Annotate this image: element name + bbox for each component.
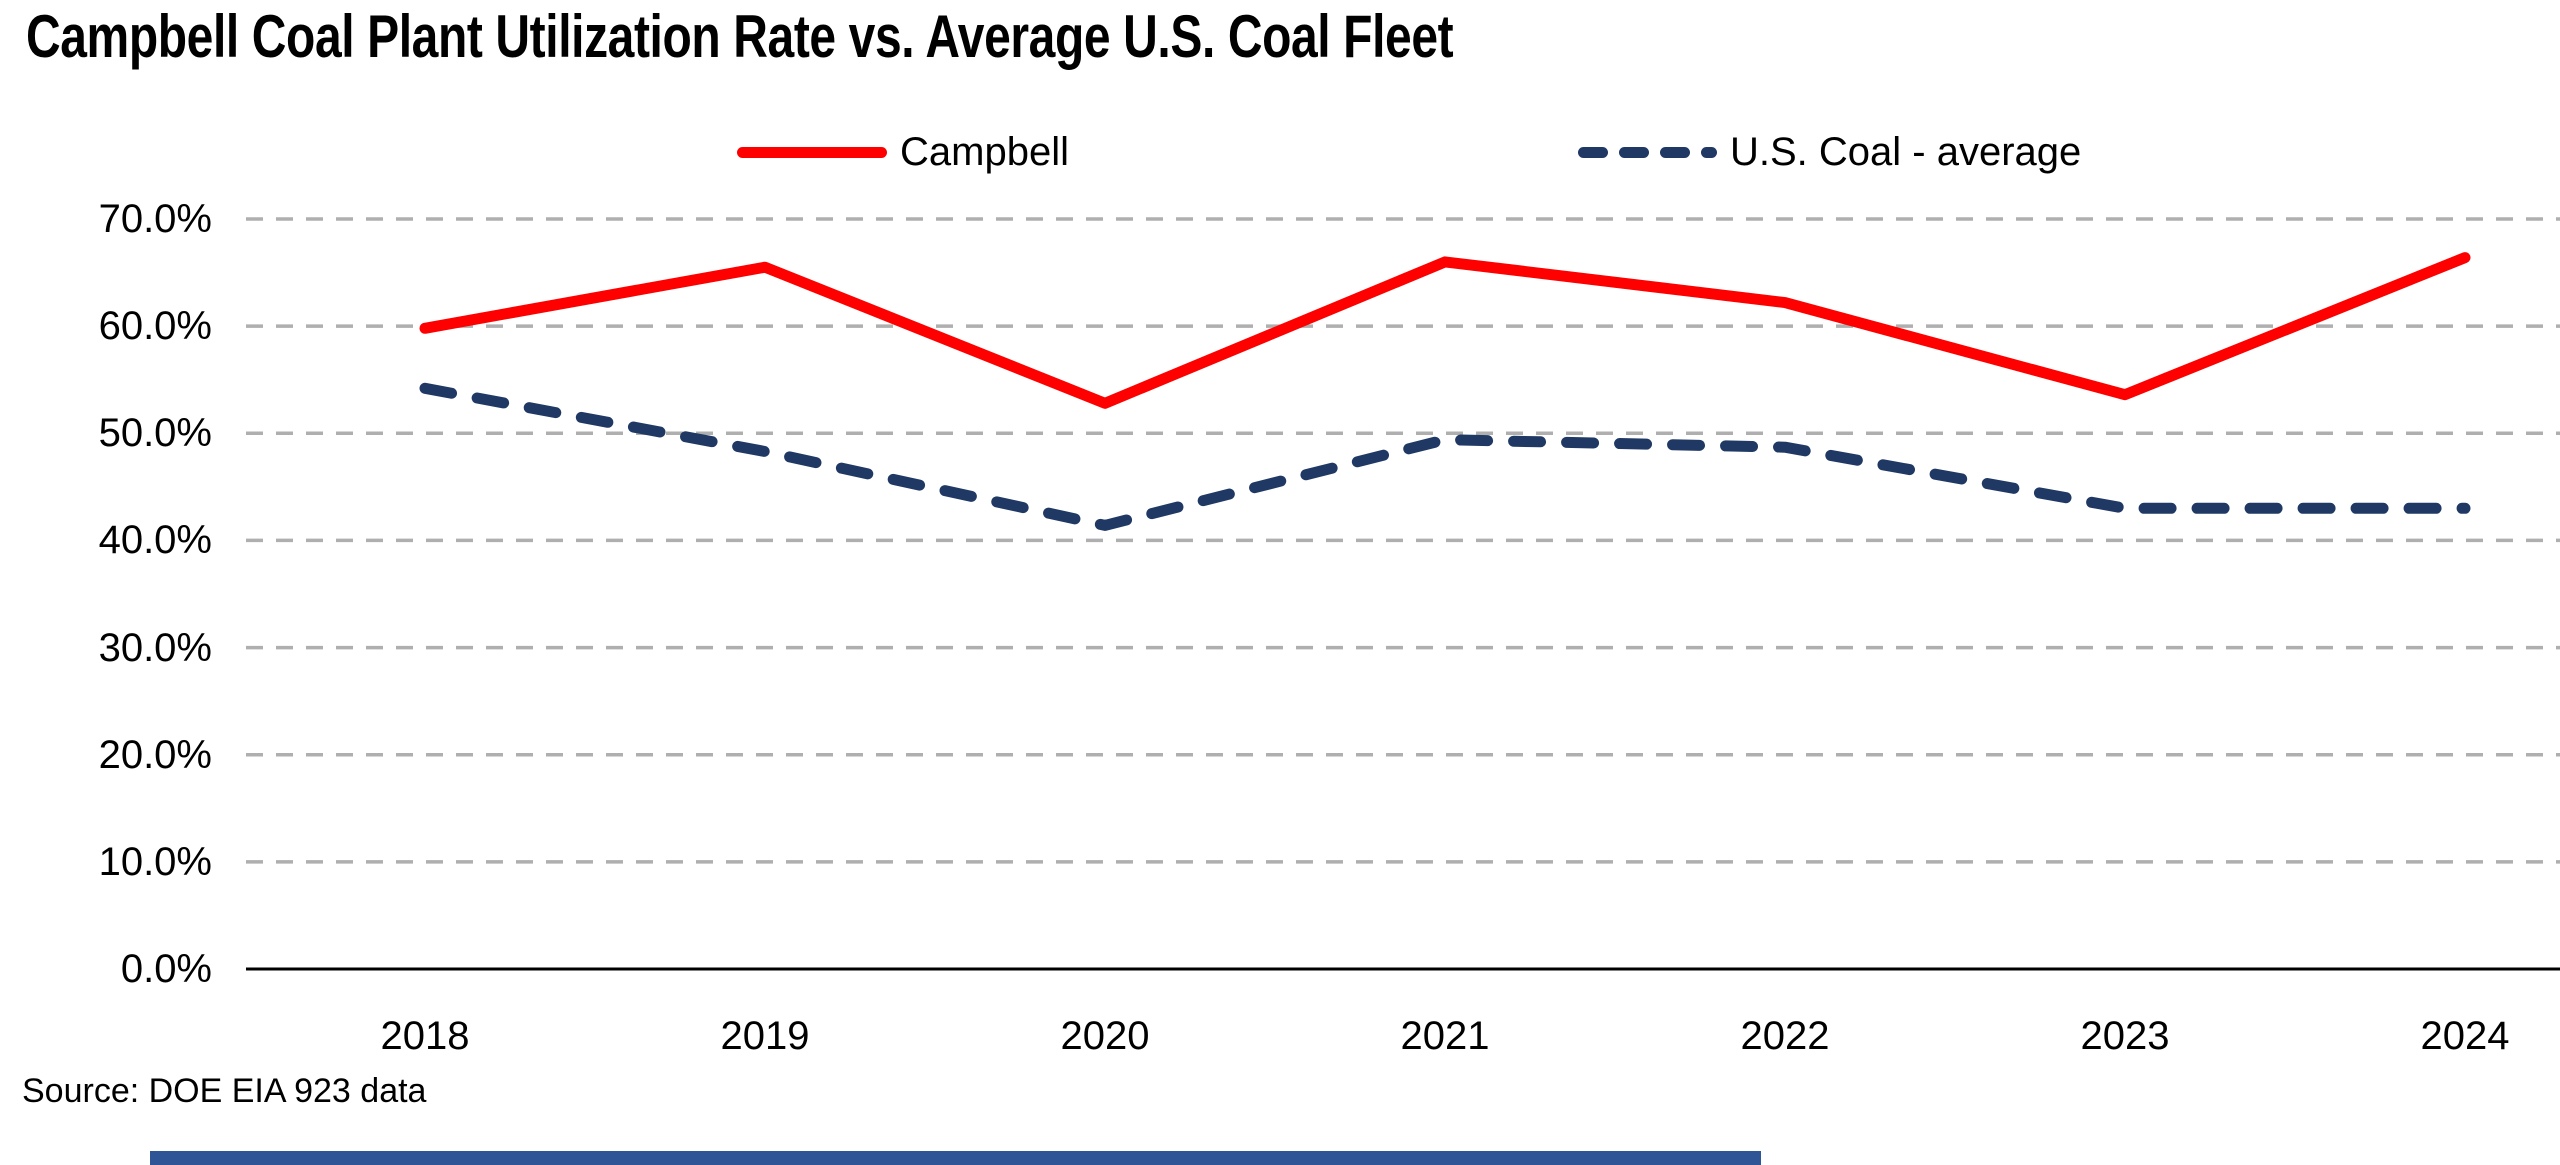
- y-axis-tick-label: 70.0%: [98, 197, 212, 241]
- legend-dash: [1660, 146, 1690, 158]
- legend-dash: [1701, 146, 1717, 158]
- y-axis-tick-label: 40.0%: [98, 518, 212, 563]
- y-axis-tick-label: 20.0%: [98, 732, 212, 777]
- x-axis-tick-label: 2023: [2080, 1014, 2170, 1058]
- legend-swatch-campbell-line: [737, 146, 887, 158]
- bottom-blue-bar: [150, 1151, 1761, 1165]
- legend-entry-campbell: Campbell: [737, 126, 1069, 178]
- x-axis-tick-label: 2024: [2420, 1014, 2510, 1058]
- legend-label-campbell: Campbell: [900, 129, 1069, 174]
- series-line-us-coal-average: [419, 382, 2471, 531]
- y-axis-tick-label: 30.0%: [98, 625, 212, 670]
- legend-label-us-coal-average: U.S. Coal - average: [1730, 129, 2082, 174]
- legend-entry-us-coal-average: U.S. Coal - average: [1578, 126, 2081, 178]
- legend-dash: [1578, 146, 1608, 158]
- legend-swatch-us-coal-average-line: [1578, 146, 1717, 158]
- chart-title: Campbell Coal Plant Utilization Rate vs.…: [26, 3, 1454, 70]
- y-axis-tick-label: 50.0%: [98, 411, 212, 456]
- y-axis-tick-label: 60.0%: [98, 304, 212, 349]
- y-axis-tick-label: 0.0%: [120, 947, 212, 991]
- series-line-campbell: [419, 252, 2471, 409]
- legend-dash: [1619, 146, 1649, 158]
- x-axis-tick-label: 2021: [1400, 1014, 1490, 1058]
- y-axis-tick-label: 10.0%: [98, 839, 212, 884]
- x-axis-tick-label: 2022: [1740, 1014, 1830, 1058]
- x-axis-tick-label: 2019: [720, 1014, 810, 1058]
- source-note: Source: DOE EIA 923 data: [22, 1072, 427, 1110]
- x-axis-tick-label: 2020: [1060, 1014, 1150, 1058]
- x-axis-tick-label: 2018: [380, 1014, 470, 1058]
